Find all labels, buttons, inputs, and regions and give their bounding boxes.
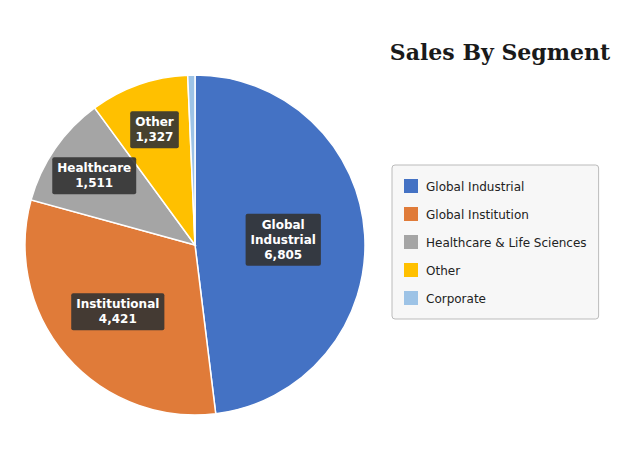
legend-frame bbox=[392, 165, 599, 319]
data-label-box bbox=[71, 293, 164, 330]
data-label-group: Institutional4,421 bbox=[71, 293, 164, 330]
background bbox=[0, 0, 640, 470]
chart-container: Sales By Segment GlobalIndustrial6,805 Ins… bbox=[0, 0, 640, 470]
data-label-line: Other bbox=[135, 115, 174, 129]
legend-entry: Healthcare & Life Sciences bbox=[426, 236, 587, 250]
pie bbox=[25, 75, 365, 415]
legend-swatch bbox=[404, 235, 418, 249]
data-label-box bbox=[246, 214, 321, 266]
pie-slice bbox=[195, 75, 365, 414]
data-label-line: Healthcare bbox=[57, 161, 131, 175]
legend-swatch bbox=[404, 263, 418, 277]
data-label-line: 6,805 bbox=[264, 248, 302, 262]
data-label-line: Industrial bbox=[251, 233, 316, 247]
legend-entry: Other bbox=[426, 264, 460, 278]
data-label-group: Healthcare1,511 bbox=[52, 157, 136, 194]
legend-swatch bbox=[404, 207, 418, 221]
data-label-group: Other1,327 bbox=[130, 111, 179, 148]
legend-entry: Corporate bbox=[426, 292, 486, 306]
legend-swatch bbox=[404, 179, 418, 193]
chart-svg: Sales By Segment GlobalIndustrial6,805 Ins… bbox=[0, 0, 640, 470]
data-label-line: Global bbox=[262, 218, 305, 232]
legend-entry: Global Institution bbox=[426, 208, 529, 222]
legend: Global Industrial Global Institution Healt… bbox=[392, 165, 599, 319]
data-label: Healthcare1,511 bbox=[57, 161, 131, 190]
data-label-line: 4,421 bbox=[99, 312, 137, 326]
data-labels: GlobalIndustrial6,805 Institutional4,421 H… bbox=[52, 111, 321, 330]
data-label-line: Institutional bbox=[76, 297, 159, 311]
data-label: GlobalIndustrial6,805 bbox=[251, 218, 316, 262]
data-label-box bbox=[130, 111, 179, 148]
data-label-group: GlobalIndustrial6,805 bbox=[246, 214, 321, 266]
data-label: Other1,327 bbox=[135, 115, 174, 144]
pie-slice bbox=[188, 75, 195, 245]
legend-swatch bbox=[404, 291, 418, 305]
data-label-line: 1,511 bbox=[75, 176, 113, 190]
legend-entry: Global Industrial bbox=[426, 180, 524, 194]
title: Sales By Segment bbox=[390, 39, 611, 65]
data-label-line: 1,327 bbox=[135, 130, 173, 144]
data-label: Institutional4,421 bbox=[76, 297, 159, 326]
data-label-box bbox=[52, 157, 136, 194]
